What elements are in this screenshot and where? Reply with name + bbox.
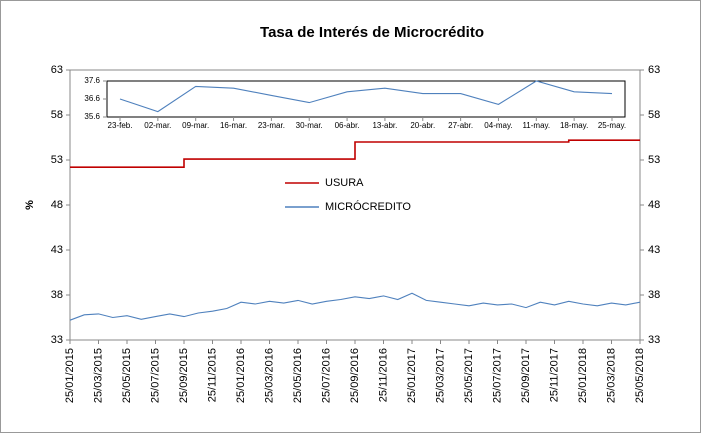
- x-tick-label: 18-may.: [560, 121, 588, 130]
- x-tick-label: 25/05/2015: [121, 348, 133, 403]
- y-tick-label: 33: [51, 334, 63, 346]
- y2-tick-label: 48: [648, 199, 660, 211]
- y-tick-label: 48: [51, 199, 63, 211]
- x-tick-label: 27-abr.: [448, 121, 473, 130]
- x-tick-label: 30-mar.: [296, 121, 323, 130]
- x-tick-label: 25/07/2015: [149, 348, 161, 403]
- legend-label: USURA: [325, 177, 364, 189]
- x-tick-label: 04-may.: [484, 121, 512, 130]
- x-tick-label: 11-may.: [522, 121, 550, 130]
- y-tick-label: 37.6: [84, 76, 100, 85]
- y-tick-label: 43: [51, 244, 63, 256]
- x-tick-label: 25/03/2015: [92, 348, 104, 403]
- x-tick-label: 23-mar.: [258, 121, 285, 130]
- series-line: [69, 292, 641, 321]
- y2-tick-label: 63: [648, 64, 660, 76]
- y-tick-label: 53: [51, 154, 63, 166]
- chart-title: Tasa de Interés de Microcrédito: [260, 24, 484, 41]
- x-tick-label: 25/03/2016: [263, 348, 275, 403]
- x-tick-label: 25/11/2016: [377, 348, 389, 402]
- x-tick-label: 25/07/2017: [491, 348, 503, 403]
- y2-tick-label: 33: [648, 334, 660, 346]
- x-tick-label: 25/09/2015: [178, 348, 190, 403]
- x-tick-label: 25/09/2017: [520, 348, 532, 403]
- y-tick-label: 63: [51, 64, 63, 76]
- x-tick-label: 02-mar.: [144, 121, 171, 130]
- y-tick-label: 58: [51, 109, 63, 121]
- x-tick-label: 25/05/2018: [634, 348, 646, 403]
- x-tick-label: 25/01/2015: [64, 348, 76, 403]
- y2-tick-label: 38: [648, 289, 660, 301]
- y-axis-label: %: [24, 200, 36, 210]
- x-tick-label: 25/05/2017: [463, 348, 475, 403]
- y-tick-label: 35.6: [84, 112, 100, 121]
- x-tick-label: 25/09/2016: [349, 348, 361, 403]
- x-tick-label: 25/01/2016: [235, 348, 247, 403]
- y2-tick-label: 58: [648, 109, 660, 121]
- x-tick-label: 25/05/2016: [292, 348, 304, 403]
- x-tick-label: 25/11/2015: [206, 348, 218, 402]
- y-tick-label: 36.6: [84, 94, 100, 103]
- x-tick-label: 09-mar.: [182, 121, 209, 130]
- x-tick-label: 06-abr.: [335, 121, 360, 130]
- x-tick-label: 25/03/2018: [605, 348, 617, 403]
- series-line: [70, 139, 640, 168]
- x-tick-label: 20-abr.: [410, 121, 435, 130]
- x-tick-label: 16-mar.: [220, 121, 247, 130]
- series-line: [119, 80, 613, 113]
- legend-label: MICRÓCREDITO: [325, 200, 411, 213]
- y-tick-label: 38: [51, 289, 63, 301]
- x-tick-label: 25/01/2018: [577, 348, 589, 403]
- x-tick-label: 25/03/2017: [434, 348, 446, 403]
- x-tick-label: 25/01/2017: [406, 348, 418, 403]
- x-tick-label: 25-may.: [598, 121, 626, 130]
- y2-tick-label: 53: [648, 154, 660, 166]
- x-tick-label: 23-feb.: [108, 121, 133, 130]
- y2-tick-label: 43: [648, 244, 660, 256]
- x-tick-label: 25/07/2016: [320, 348, 332, 403]
- x-tick-label: 25/11/2017: [548, 348, 560, 402]
- x-tick-label: 13-abr.: [372, 121, 397, 130]
